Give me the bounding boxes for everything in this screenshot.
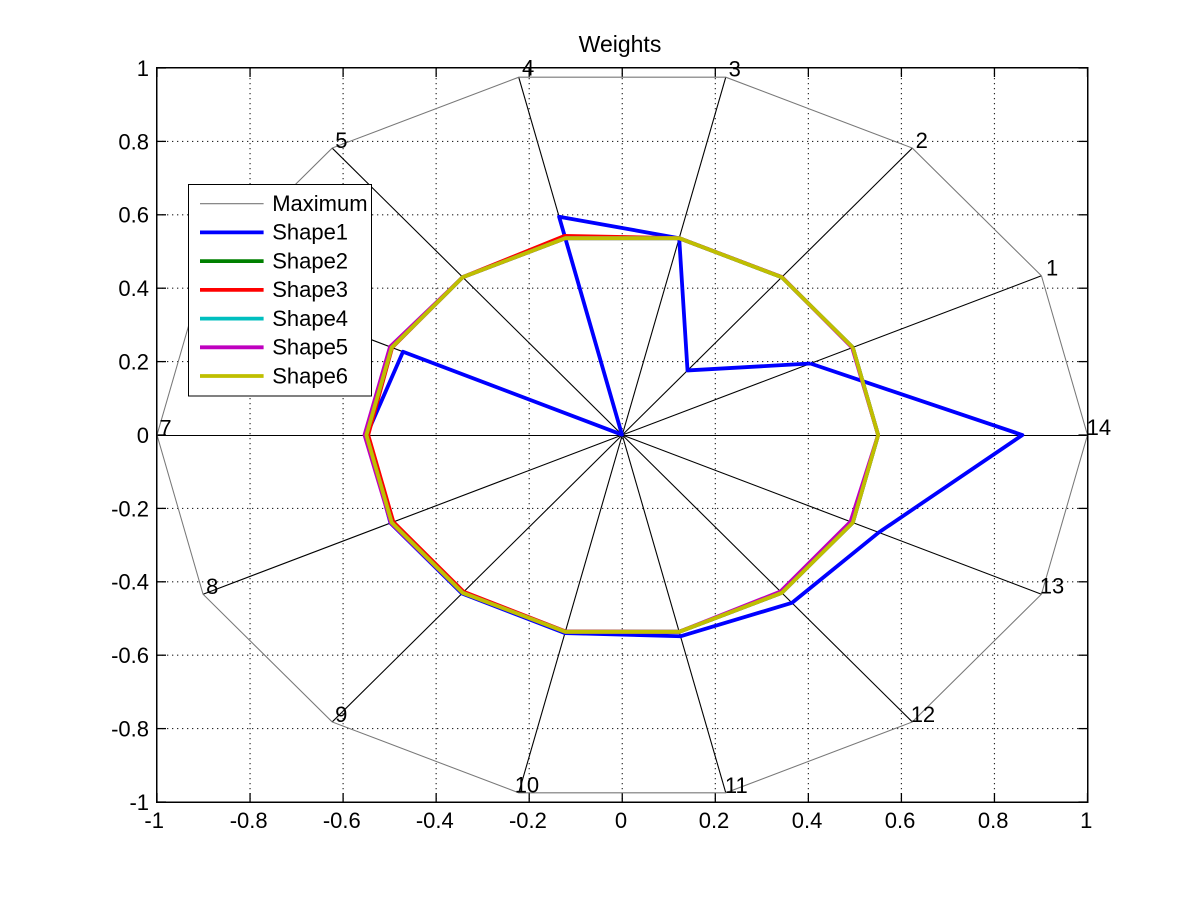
svg-text:5: 5 xyxy=(335,128,347,153)
svg-text:0.6: 0.6 xyxy=(885,808,916,833)
svg-text:-0.8: -0.8 xyxy=(230,808,268,833)
svg-text:Weights: Weights xyxy=(579,31,662,57)
svg-text:13: 13 xyxy=(1040,573,1064,598)
svg-text:-0.6: -0.6 xyxy=(323,808,361,833)
svg-text:-0.4: -0.4 xyxy=(111,570,149,595)
svg-text:0.4: 0.4 xyxy=(792,808,823,833)
svg-text:-0.2: -0.2 xyxy=(509,808,547,833)
svg-text:-0.2: -0.2 xyxy=(111,496,149,521)
svg-text:-0.4: -0.4 xyxy=(416,808,454,833)
svg-text:1: 1 xyxy=(1080,808,1092,833)
svg-text:Maximum: Maximum xyxy=(272,191,367,216)
svg-text:Shape1: Shape1 xyxy=(272,220,348,245)
svg-text:3: 3 xyxy=(729,57,741,82)
svg-text:-0.8: -0.8 xyxy=(111,717,149,742)
svg-text:2: 2 xyxy=(916,128,928,153)
svg-text:0.6: 0.6 xyxy=(118,203,149,228)
svg-text:Shape2: Shape2 xyxy=(272,248,348,273)
svg-text:8: 8 xyxy=(206,574,218,599)
svg-text:Shape5: Shape5 xyxy=(272,335,348,360)
svg-text:Shape4: Shape4 xyxy=(272,306,348,331)
svg-text:12: 12 xyxy=(911,702,935,727)
svg-text:11: 11 xyxy=(725,773,748,798)
svg-text:-1: -1 xyxy=(144,808,164,833)
svg-text:Shape6: Shape6 xyxy=(272,363,348,388)
svg-text:0: 0 xyxy=(137,423,149,448)
svg-text:1: 1 xyxy=(1046,255,1058,280)
svg-text:0: 0 xyxy=(615,808,627,833)
svg-text:0.8: 0.8 xyxy=(978,808,1009,833)
svg-text:1: 1 xyxy=(137,56,149,81)
svg-text:Shape3: Shape3 xyxy=(272,277,348,302)
svg-text:0.8: 0.8 xyxy=(118,129,149,154)
svg-text:4: 4 xyxy=(522,56,534,81)
svg-text:10: 10 xyxy=(515,773,539,798)
svg-text:0.2: 0.2 xyxy=(118,350,149,375)
svg-text:-0.6: -0.6 xyxy=(111,643,149,668)
svg-text:7: 7 xyxy=(159,416,171,441)
svg-text:-1: -1 xyxy=(129,790,149,815)
svg-text:0.2: 0.2 xyxy=(699,808,730,833)
svg-text:9: 9 xyxy=(335,702,347,727)
svg-text:14: 14 xyxy=(1087,415,1111,440)
svg-text:0.4: 0.4 xyxy=(118,276,149,301)
